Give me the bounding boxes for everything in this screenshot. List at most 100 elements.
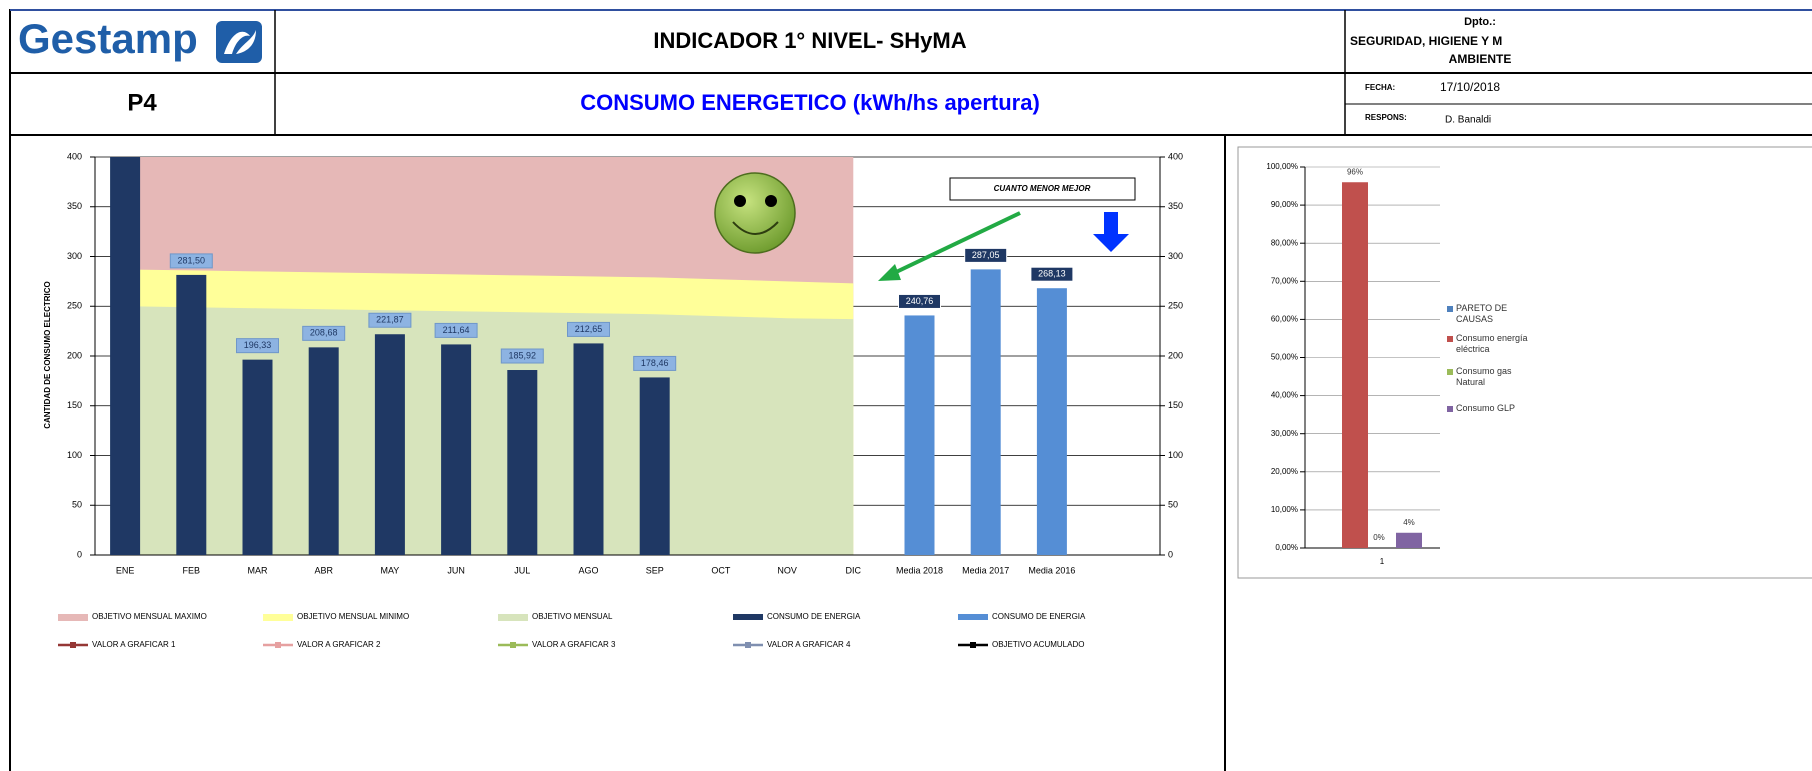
legend-swatch: [733, 614, 763, 620]
title: INDICADOR 1° NIVEL- SHyMA: [653, 28, 966, 53]
x-tick-label: Media 2016: [1028, 565, 1075, 575]
smiley-mouth: [732, 221, 779, 235]
legend-label: OBJETIVO MENSUAL: [532, 612, 613, 621]
legend-label: VALOR A GRAFICAR 2: [297, 640, 381, 649]
legend-label: PARETO DE CAUSAS: [1456, 303, 1508, 324]
y2-tick-label: 200: [1168, 350, 1183, 360]
y2-tick-label: 100: [1168, 450, 1183, 460]
legend-swatch: [970, 642, 976, 648]
legend-label: VALOR A GRAFICAR 1: [92, 640, 176, 649]
smiley: [714, 172, 796, 254]
legend-swatch: [745, 642, 751, 648]
legend-swatch: [510, 642, 516, 648]
x-tick-label: SEP: [646, 565, 664, 575]
bar: [904, 315, 935, 555]
logo: Gestamp: [18, 15, 198, 62]
y2-tick-label: 300: [1168, 251, 1183, 261]
annotation: CUANTO MENOR MEJOR: [994, 184, 1091, 193]
x-tick-label: NOV: [777, 565, 797, 575]
x-tick-label: MAY: [380, 565, 399, 575]
legend-label: OBJETIVO MENSUAL MAXIMO: [92, 612, 207, 621]
y-tick-label: 400: [67, 151, 82, 161]
legend-swatch: [1447, 306, 1453, 312]
value-label: 212,65: [575, 324, 603, 334]
y-tick-label: 80,00%: [1271, 238, 1298, 247]
y-tick-label: 100: [67, 450, 82, 460]
legend-swatch: [498, 614, 528, 621]
y-tick-label: 200: [67, 350, 82, 360]
legend-label: OBJETIVO MENSUAL MINIMO: [297, 612, 409, 621]
legend-label: VALOR A GRAFICAR 3: [532, 640, 616, 649]
dept-label: Dpto.:: [1464, 16, 1496, 28]
y-tick-label: 300: [67, 251, 82, 261]
y2-tick-label: 250: [1168, 301, 1183, 311]
value-label-box: [236, 338, 279, 354]
y-tick-label: 10,00%: [1271, 505, 1298, 514]
bar: [1342, 182, 1368, 549]
bar: [110, 157, 141, 555]
resp-label: RESPONS:: [1365, 113, 1407, 122]
logo-icon: [216, 21, 262, 63]
legend-swatch: [70, 642, 76, 648]
x-tick-label: AGO: [578, 565, 598, 575]
legend-swatch: [1447, 406, 1453, 412]
x-tick-label: JUL: [514, 565, 530, 575]
y-tick-label: 30,00%: [1271, 429, 1298, 438]
pareto-frame: [1237, 146, 1812, 579]
smiley-eye: [734, 195, 746, 207]
bar: [573, 343, 604, 555]
x-tick-label: JUN: [447, 565, 465, 575]
y2-tick-label: 400: [1168, 151, 1183, 161]
value-label-box: [567, 321, 610, 337]
y-tick-label: 40,00%: [1271, 391, 1298, 400]
y-tick-label: 50,00%: [1271, 353, 1298, 362]
legend-label: Consumo GLP: [1456, 403, 1516, 413]
bar: [308, 347, 339, 555]
y-tick-label: 20,00%: [1271, 467, 1298, 476]
x-tick-label: ABR: [314, 565, 333, 575]
y-tick-label: 0: [77, 549, 82, 559]
value-label-box: [169, 253, 213, 269]
legend-swatch: [263, 614, 293, 621]
value-label: 178,46: [641, 358, 669, 368]
bar: [374, 334, 405, 555]
y2-tick-label: 150: [1168, 400, 1183, 410]
value-label-box: [633, 355, 677, 371]
value-label: 185,92: [509, 350, 537, 360]
legend-label: VALOR A GRAFICAR 4: [767, 640, 851, 649]
legend-label: CONSUMO DE ENERGIA: [767, 612, 861, 621]
annotation-box: [949, 177, 1136, 201]
value-label: 96%: [1347, 167, 1363, 176]
arrow-head: [878, 264, 901, 281]
y-tick-label: 60,00%: [1271, 315, 1298, 324]
y-axis-label: CANTIDAD DE CONSUMO ELECTRICO: [43, 281, 52, 429]
smiley-eye: [765, 195, 777, 207]
x-tick-label: OCT: [711, 565, 731, 575]
legend-swatch: [275, 642, 281, 648]
dept: SEGURIDAD, HIGIENE Y M: [1350, 34, 1502, 48]
x-tick-label: ENE: [116, 565, 135, 575]
value-label-box: [500, 348, 544, 364]
bar: [507, 370, 538, 555]
x-tick-label: Media 2018: [896, 565, 943, 575]
legend-swatch: [1447, 369, 1453, 375]
value-label: 240,76: [906, 296, 934, 306]
value-label: 287,05: [972, 250, 1000, 260]
legend-label: OBJETIVO ACUMULADO: [992, 640, 1084, 649]
y-tick-label: 50: [72, 500, 82, 510]
legend-label: Consumo energía eléctrica: [1456, 333, 1528, 354]
value-label-box: [964, 247, 1008, 263]
code: P4: [127, 89, 157, 116]
legend-label: Consumo gas Natural: [1456, 366, 1512, 387]
value-label: 281,50: [178, 255, 206, 265]
y-tick-label: 150: [67, 400, 82, 410]
y-tick-label: 100,00%: [1266, 162, 1298, 171]
y2-tick-label: 0: [1168, 549, 1173, 559]
x-tick-label: DIC: [846, 565, 862, 575]
x-tick-label: FEB: [183, 565, 201, 575]
bar: [441, 344, 472, 555]
bar: [1036, 288, 1067, 555]
subtitle: CONSUMO ENERGETICO (kWh/hs apertura): [580, 90, 1040, 115]
